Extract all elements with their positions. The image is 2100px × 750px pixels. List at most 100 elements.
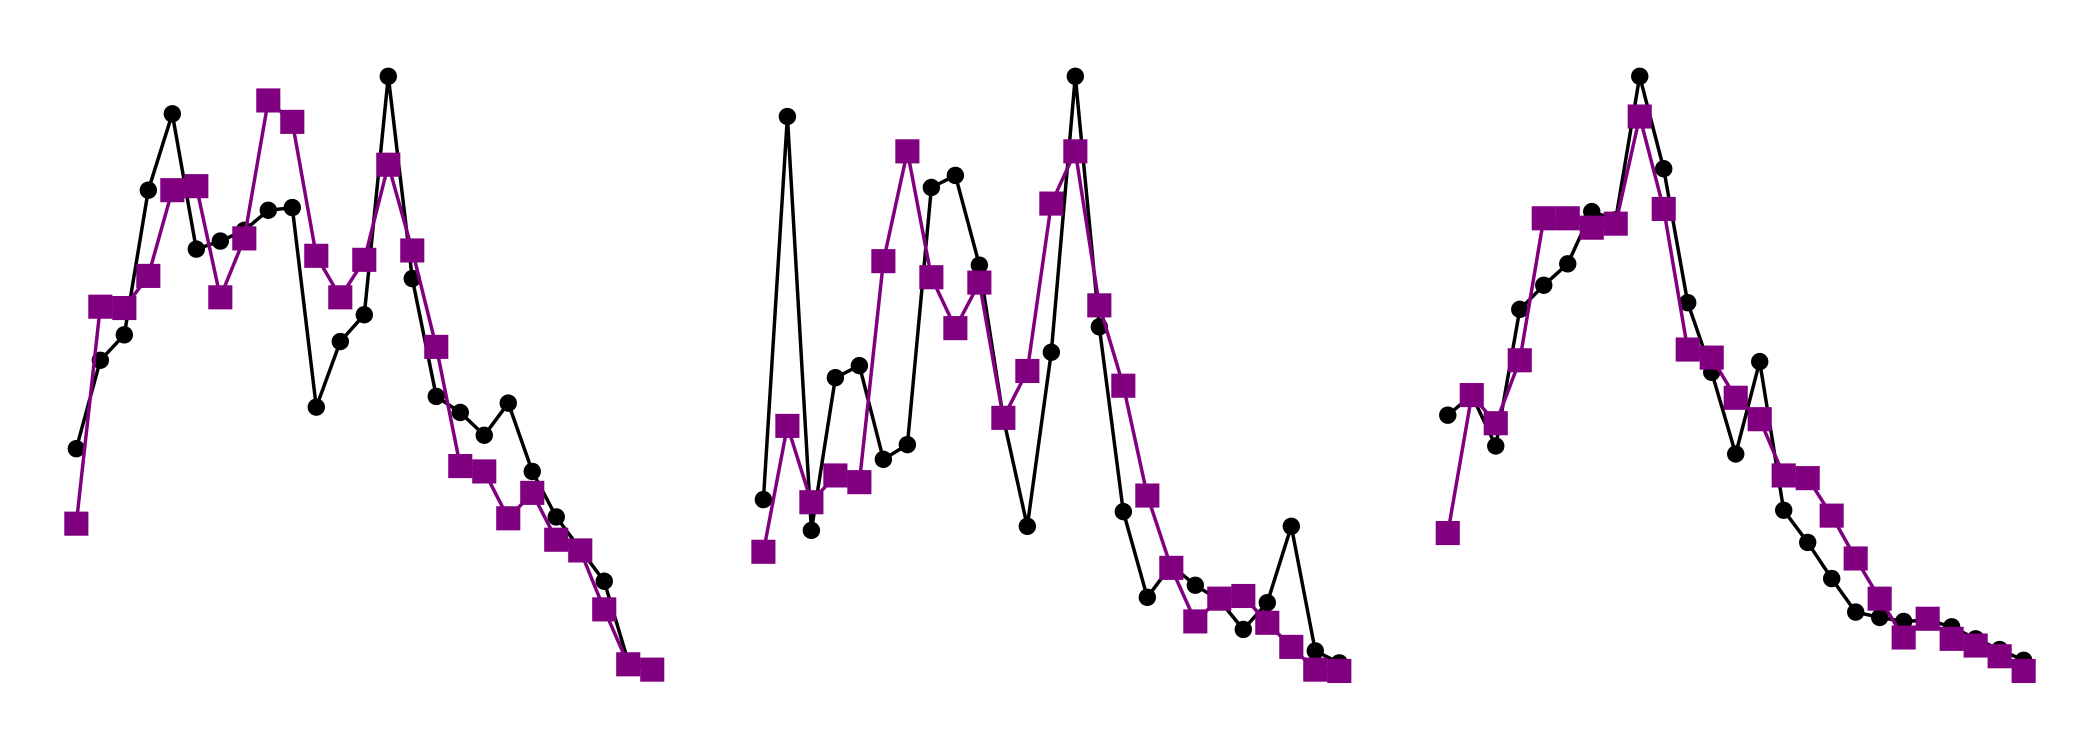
panel [751,67,1352,684]
circle-marker [778,107,797,126]
square-marker [967,270,992,295]
square-marker [1891,625,1916,650]
circle-marker [1535,276,1553,294]
square-marker [568,538,593,563]
panel [1435,67,2036,684]
square-marker [919,265,944,290]
square-marker [376,152,401,177]
square-marker [1183,609,1208,634]
panel [64,67,665,682]
circle-marker [1234,620,1253,639]
square-marker [943,316,968,341]
square-marker [1255,610,1280,635]
square-marker [136,263,161,288]
square-marker [544,527,569,552]
circle-marker [1727,445,1745,463]
circle-marker [874,450,893,469]
square-marker [823,463,848,488]
square-marker [616,652,641,677]
square-marker [895,139,920,164]
square-marker [1303,657,1328,682]
circle-marker [595,572,613,590]
square-marker [1915,606,1940,631]
circle-marker [1066,67,1085,86]
square-marker [751,539,776,564]
square-marker [280,109,305,134]
circle-marker [475,426,493,444]
square-marker [1867,586,1892,611]
circle-marker [499,394,517,412]
circle-marker [67,439,86,458]
circle-marker [1775,501,1793,519]
circle-marker [163,105,182,123]
circle-marker [1439,406,1457,424]
circle-marker [1798,533,1817,552]
circle-marker [970,256,989,274]
circle-marker [139,181,158,199]
circle-marker [427,387,445,406]
circle-marker [1822,569,1841,588]
circle-marker [451,403,469,422]
series-line [74,74,653,672]
square-marker [1507,348,1532,373]
square-marker [256,88,281,113]
square-marker [640,657,665,682]
square-marker [496,506,521,531]
square-marker [1111,373,1136,398]
circle-marker [1655,160,1673,178]
square-marker [1327,658,1352,684]
circle-marker [115,326,134,344]
circle-marker [307,398,325,416]
square-marker [1963,633,1988,658]
circle-marker [1679,293,1697,312]
square-marker [847,470,872,495]
square-marker [424,334,449,359]
square-marker [1843,546,1868,571]
square-marker [328,285,353,310]
circle-marker [1846,603,1865,621]
square-marker [1435,520,1460,546]
circle-marker [898,435,917,454]
square-marker [1135,483,1160,508]
square-marker [1651,196,1676,221]
circle-marker [1511,300,1529,319]
square-marker [400,238,425,263]
square-marker [1795,466,1820,491]
square-marker [1279,634,1304,659]
square-marker [1555,206,1580,231]
circle-marker [211,232,230,250]
circle-marker [259,201,278,219]
square-marker [1939,626,1964,651]
circle-marker [802,521,821,540]
circle-marker [1186,576,1205,594]
square-marker [64,511,89,536]
square-marker [448,454,473,479]
square-marker [991,405,1016,430]
square-marker [592,597,617,622]
square-marker [1039,191,1064,216]
square-marker [1231,583,1256,609]
circle-marker [1018,517,1037,536]
square-marker [88,294,113,319]
square-marker [1087,293,1112,318]
square-marker [871,249,896,274]
series-line [761,74,1341,665]
square-marker [1987,644,2012,669]
circle-marker [1306,642,1324,660]
square-marker [304,243,329,268]
square-marker [160,178,185,203]
square-marker [1015,358,1040,384]
circle-marker [283,198,302,217]
circle-marker [946,166,965,185]
circle-marker [355,306,373,324]
square-marker [112,295,137,321]
square-marker [1459,383,1484,408]
circle-marker [1870,608,1889,627]
circle-marker [850,356,869,375]
square-marker [1771,463,1796,488]
square-marker [1819,503,1844,528]
square-marker [1063,139,1088,164]
circle-marker [1114,502,1133,521]
